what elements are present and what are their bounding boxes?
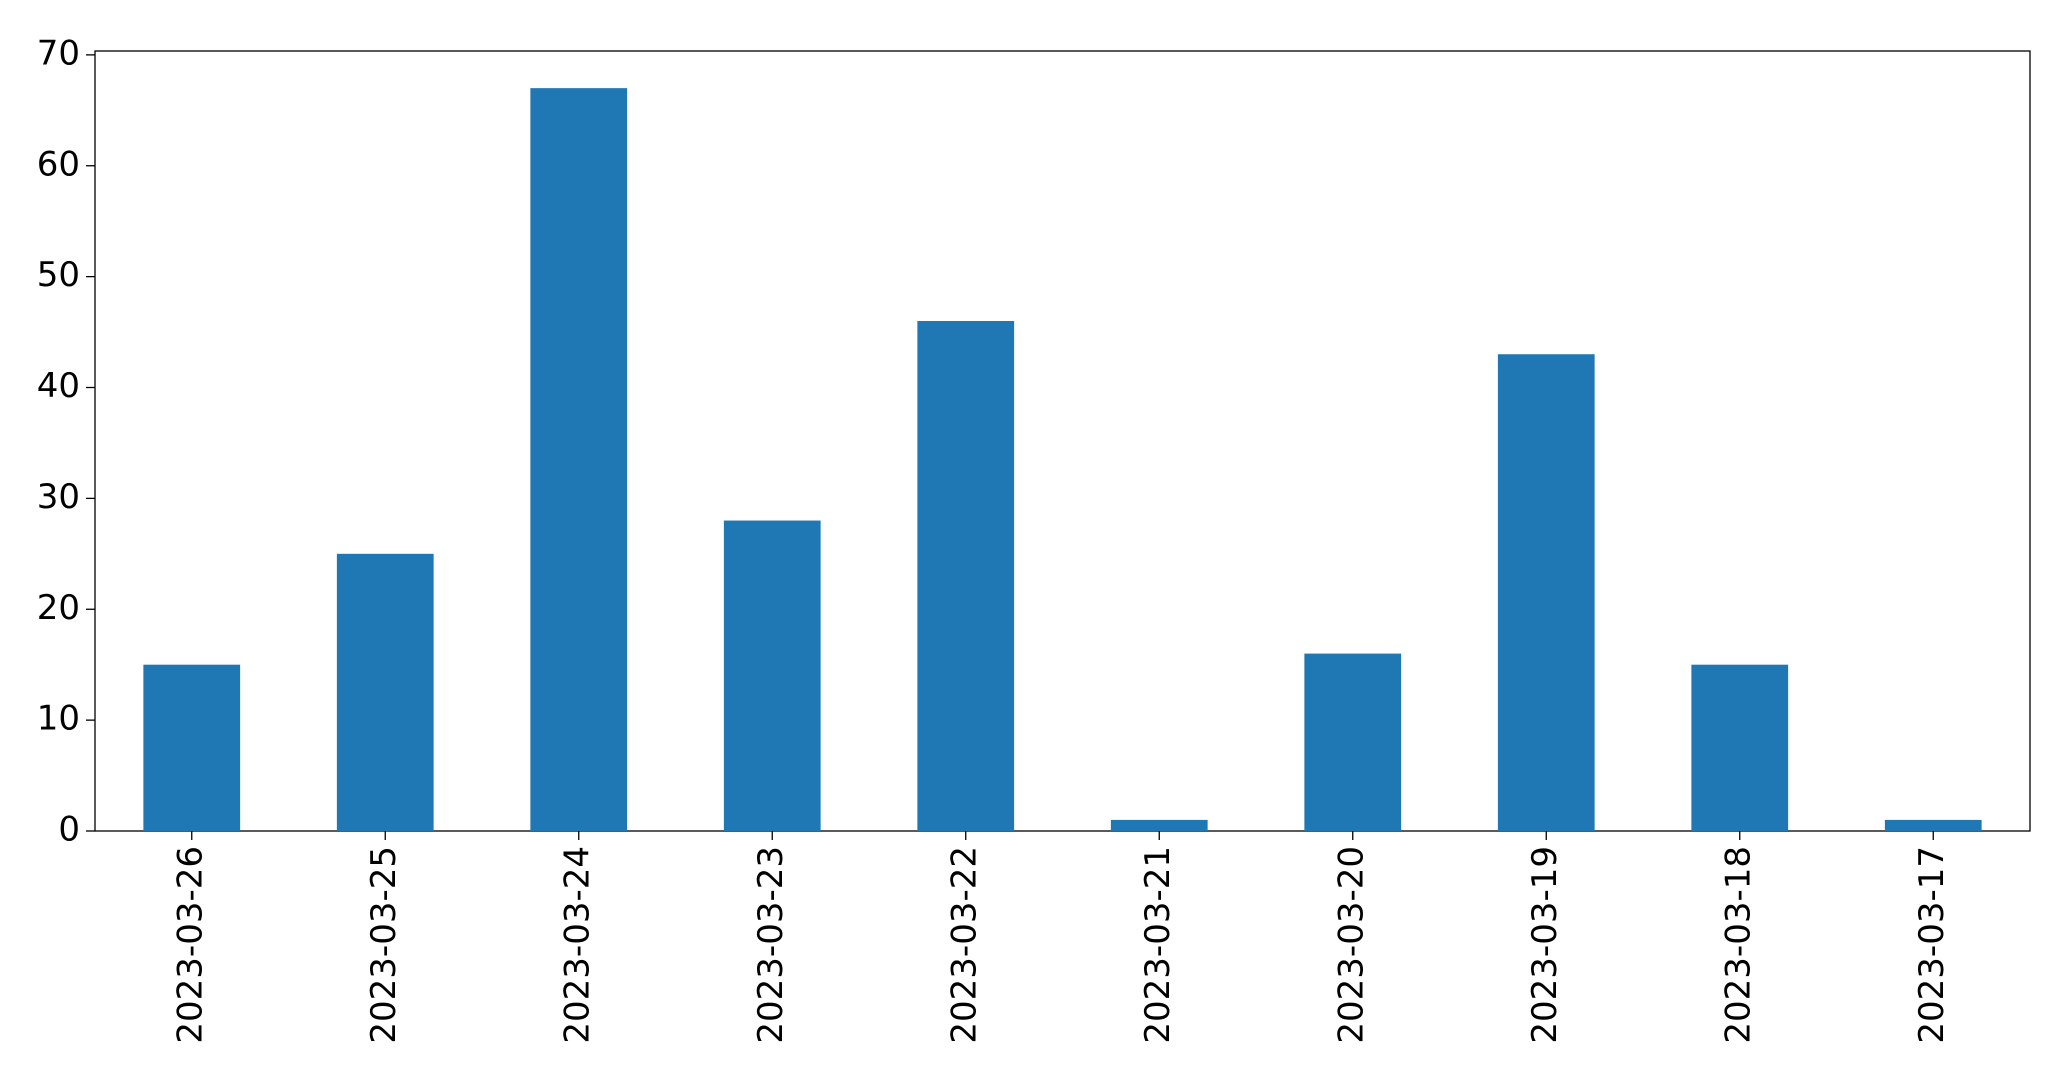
bar xyxy=(1691,664,1789,831)
y-tick-label: 50 xyxy=(37,255,80,295)
x-tick-label: 2023-03-25 xyxy=(364,846,404,1044)
bar xyxy=(530,88,628,831)
x-tick-label: 2023-03-22 xyxy=(944,846,984,1044)
y-tick-label: 40 xyxy=(37,366,80,406)
x-tick-label: 2023-03-20 xyxy=(1331,846,1371,1044)
x-tick-label: 2023-03-17 xyxy=(1912,846,1952,1044)
y-tick-label: 0 xyxy=(58,810,80,850)
bar xyxy=(1304,653,1402,831)
x-tick-label: 2023-03-24 xyxy=(557,846,597,1044)
bar xyxy=(1110,819,1208,831)
y-tick-label: 70 xyxy=(37,33,80,73)
bar xyxy=(1884,819,1982,831)
y-tick-label: 60 xyxy=(37,144,80,184)
x-tick-label: 2023-03-19 xyxy=(1525,846,1565,1044)
y-tick-label: 20 xyxy=(37,588,80,628)
bar xyxy=(917,320,1015,831)
y-tick-label: 30 xyxy=(37,477,80,517)
x-tick-label: 2023-03-18 xyxy=(1718,846,1758,1044)
y-tick-label: 10 xyxy=(37,699,80,739)
x-tick-label: 2023-03-23 xyxy=(751,846,791,1044)
x-tick-label: 2023-03-21 xyxy=(1138,846,1178,1044)
bar xyxy=(336,553,434,831)
plot-frame xyxy=(94,50,2031,832)
bar xyxy=(1497,354,1595,831)
x-tick-label: 2023-03-26 xyxy=(170,846,210,1044)
bar xyxy=(143,664,241,831)
bar xyxy=(723,520,821,831)
